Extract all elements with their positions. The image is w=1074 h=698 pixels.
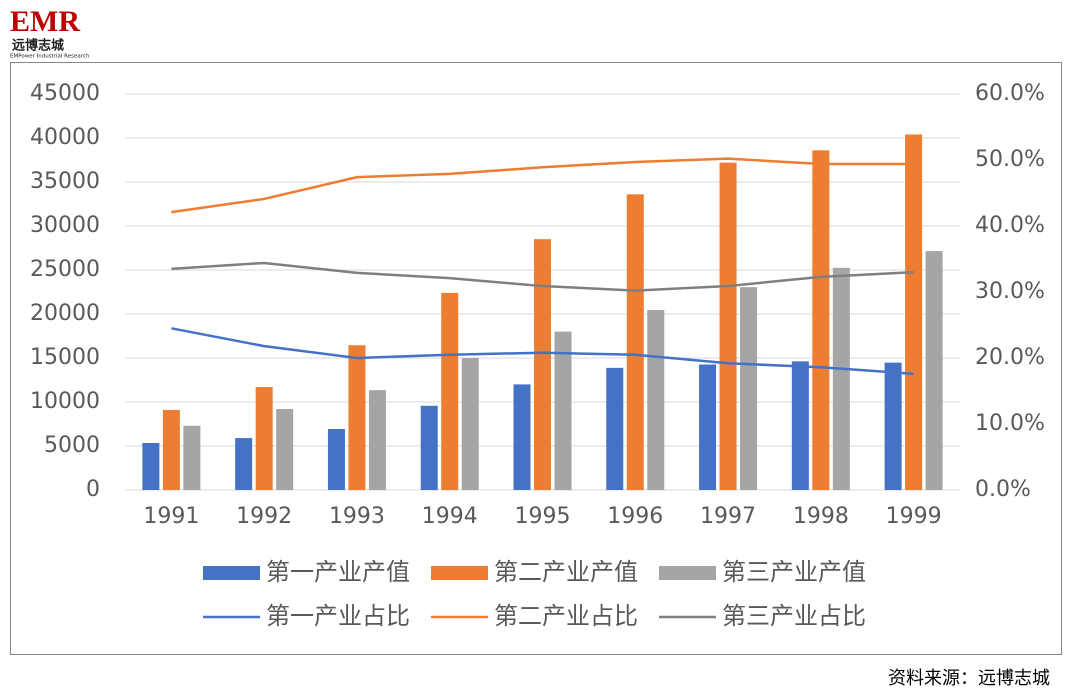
logo-brand: EMR	[10, 5, 80, 38]
x-tick-label: 1994	[422, 504, 478, 529]
bar	[554, 331, 572, 490]
x-tick-label: 1998	[793, 504, 849, 529]
logo-tagline: EMPower Industrial Research	[10, 54, 90, 60]
y-tick-label: 45000	[30, 81, 100, 106]
source: 资料来源：远博志城	[888, 668, 1050, 689]
bar	[905, 134, 923, 491]
bar	[368, 390, 386, 490]
legend-label: 第三产业占比	[722, 602, 866, 630]
x-tick-label: 1991	[143, 504, 199, 529]
bar	[142, 443, 160, 490]
y-tick-label: 5000	[44, 433, 100, 458]
x-tick-label: 1996	[607, 504, 663, 529]
bar	[420, 405, 438, 490]
y2-tick-label: 50.0%	[975, 147, 1045, 172]
bar	[183, 425, 201, 490]
legend-label: 第一产业占比	[266, 602, 410, 630]
bar	[647, 310, 665, 490]
bar	[832, 267, 850, 490]
y2-tick-label: 60.0%	[975, 81, 1045, 106]
bar	[441, 292, 459, 490]
legend-label: 第二产业占比	[494, 602, 638, 630]
y-tick-label: 10000	[30, 389, 100, 414]
y-tick-label: 30000	[30, 213, 100, 238]
x-tick-label: 1992	[236, 504, 292, 529]
x-tick-label: 1995	[515, 504, 571, 529]
logo-name: 远博志城	[12, 38, 64, 54]
legend-swatch	[659, 566, 716, 580]
bar	[791, 361, 809, 490]
bar	[255, 387, 273, 490]
bar	[348, 345, 366, 490]
y2-tick-label: 0.0%	[975, 477, 1031, 502]
bar	[162, 409, 180, 490]
line	[171, 327, 914, 376]
bar	[534, 239, 551, 490]
bar	[327, 429, 345, 490]
x-tick-label: 1997	[700, 504, 756, 529]
line	[171, 261, 914, 292]
y-tick-label: 20000	[30, 301, 100, 326]
bar	[235, 438, 253, 490]
chart-frame	[10, 62, 1062, 655]
bar	[276, 409, 294, 490]
x-tick-label: 1993	[329, 504, 385, 529]
bar	[740, 287, 758, 490]
legend-swatch	[203, 566, 260, 580]
x-tick-label: 1999	[886, 504, 942, 529]
y-tick-label: 15000	[30, 345, 100, 370]
bar	[513, 384, 531, 490]
legend-label: 第二产业产值	[494, 558, 638, 586]
legend-swatch	[431, 566, 488, 580]
legend-label: 第三产业产值	[722, 558, 866, 586]
y2-tick-label: 10.0%	[975, 411, 1045, 436]
bar	[461, 358, 479, 490]
line	[171, 157, 914, 214]
bar	[699, 364, 717, 490]
y-tick-label: 40000	[30, 125, 100, 150]
bar	[812, 150, 830, 490]
bar	[884, 362, 902, 490]
y-tick-label: 35000	[30, 169, 100, 194]
y2-tick-label: 30.0%	[975, 279, 1045, 304]
y2-tick-label: 40.0%	[975, 213, 1045, 238]
y-tick-label: 25000	[30, 257, 100, 282]
bar	[606, 367, 624, 490]
bar	[719, 162, 737, 490]
bar	[925, 251, 943, 490]
y2-tick-label: 20.0%	[975, 345, 1045, 370]
legend-label: 第一产业产值	[266, 558, 410, 586]
bar	[626, 194, 644, 490]
y-tick-label: 0	[86, 477, 100, 502]
